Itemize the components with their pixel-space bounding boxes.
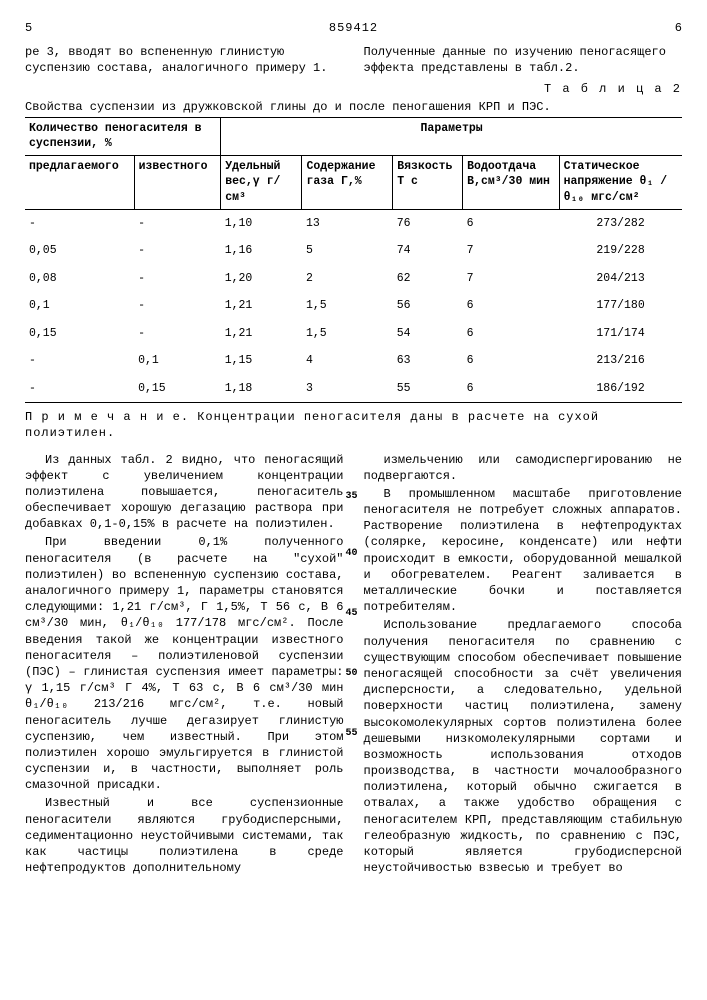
- left-page-num: 5: [25, 20, 32, 36]
- table-cell: 0,15: [25, 320, 134, 348]
- table-cell: 6: [463, 375, 559, 403]
- table-caption: Свойства суспензии из дружковской глины …: [25, 99, 682, 115]
- th-gas: Содержание газа Г,%: [302, 155, 393, 209]
- table-cell: 4: [302, 347, 393, 375]
- table-row: 0,08-1,202627204/213: [25, 265, 682, 293]
- table-cell: 6: [463, 347, 559, 375]
- table-cell: 63: [393, 347, 463, 375]
- table-cell: -: [25, 375, 134, 403]
- table-cell: 273/282: [559, 209, 682, 237]
- table-cell: -: [134, 265, 221, 293]
- table-cell: 186/192: [559, 375, 682, 403]
- paragraph: Из данных табл. 2 видно, что пеногасящий…: [25, 452, 344, 533]
- table-note: П р и м е ч а н и е. Концентрации пенога…: [25, 409, 682, 441]
- data-table: Количество пеногасителя в суспензии, % П…: [25, 117, 682, 403]
- table-cell: 0,15: [134, 375, 221, 403]
- body-right-col: измельчению или самодиспергированию не п…: [364, 452, 683, 879]
- table-cell: 2: [302, 265, 393, 293]
- table-cell: 74: [393, 237, 463, 265]
- table-cell: 1,16: [221, 237, 302, 265]
- document-number: 859412: [329, 20, 378, 36]
- table-cell: 0,1: [134, 347, 221, 375]
- paragraph: В промышленном масштабе приготовление пе…: [364, 486, 683, 616]
- line-number-mark: 50: [346, 667, 358, 681]
- table-cell: 62: [393, 265, 463, 293]
- table-cell: 6: [463, 209, 559, 237]
- table-cell: 54: [393, 320, 463, 348]
- table-cell: 1,5: [302, 292, 393, 320]
- body-columns: Из данных табл. 2 видно, что пеногасящий…: [25, 452, 682, 879]
- table-cell: 171/174: [559, 320, 682, 348]
- table-row: -0,151,183556186/192: [25, 375, 682, 403]
- table-cell: 1,21: [221, 292, 302, 320]
- intro-right: Полученные данные по изучению пеногасяще…: [364, 44, 683, 76]
- th-known: известного: [134, 155, 221, 209]
- table-label: Т а б л и ц а 2: [25, 81, 682, 97]
- body-left-col: Из данных табл. 2 видно, что пеногасящий…: [25, 452, 344, 879]
- table-cell: 219/228: [559, 237, 682, 265]
- table-cell: 13: [302, 209, 393, 237]
- th-params: Параметры: [221, 117, 682, 155]
- th-weight: Удельный вес,γ г/см³: [221, 155, 302, 209]
- table-cell: -: [134, 292, 221, 320]
- line-number-mark: 35: [346, 490, 358, 504]
- table-cell: 1,10: [221, 209, 302, 237]
- table-cell: 177/180: [559, 292, 682, 320]
- table-row: 0,05-1,165747219/228: [25, 237, 682, 265]
- table-cell: 7: [463, 237, 559, 265]
- table-cell: 0,08: [25, 265, 134, 293]
- table-cell: 3: [302, 375, 393, 403]
- table-cell: -: [25, 209, 134, 237]
- table-cell: 1,15: [221, 347, 302, 375]
- table-cell: 213/216: [559, 347, 682, 375]
- table-row: 0,1-1,211,5566177/180: [25, 292, 682, 320]
- table-cell: 5: [302, 237, 393, 265]
- table-cell: 76: [393, 209, 463, 237]
- page-header: 5 859412 6: [25, 20, 682, 36]
- table-cell: 0,05: [25, 237, 134, 265]
- paragraph: измельчению или самодиспергированию не п…: [364, 452, 683, 484]
- table-cell: 1,21: [221, 320, 302, 348]
- table-cell: 56: [393, 292, 463, 320]
- th-proposed: предлагаемого: [25, 155, 134, 209]
- th-static: Статическое напряжение θ₁ /θ₁₀ мгс/см²: [559, 155, 682, 209]
- line-number-mark: 45: [346, 607, 358, 621]
- table-cell: 6: [463, 320, 559, 348]
- table-cell: 1,20: [221, 265, 302, 293]
- table-cell: 1,18: [221, 375, 302, 403]
- table-cell: -: [25, 347, 134, 375]
- paragraph: Использование предлагаемого способа полу…: [364, 617, 683, 876]
- line-number-mark: 55: [346, 727, 358, 741]
- table-cell: -: [134, 320, 221, 348]
- th-visc: Вязкость Т с: [393, 155, 463, 209]
- table-row: 0,15-1,211,5546171/174: [25, 320, 682, 348]
- table-cell: 1,5: [302, 320, 393, 348]
- right-page-num: 6: [675, 20, 682, 36]
- intro-block: ре 3, вводят во вспененную глинистую сус…: [25, 44, 682, 76]
- table-cell: -: [134, 237, 221, 265]
- th-qty: Количество пеногасителя в суспензии, %: [25, 117, 221, 155]
- table-cell: 55: [393, 375, 463, 403]
- table-cell: 6: [463, 292, 559, 320]
- table-row: -0,11,154636213/216: [25, 347, 682, 375]
- line-number-mark: 40: [346, 547, 358, 561]
- intro-left: ре 3, вводят во вспененную глинистую сус…: [25, 44, 344, 76]
- table-cell: 7: [463, 265, 559, 293]
- table-cell: 204/213: [559, 265, 682, 293]
- paragraph: При введении 0,1% полученного пеногасите…: [25, 534, 344, 793]
- paragraph: Известный и все суспензионные пеногасите…: [25, 795, 344, 876]
- table-cell: -: [134, 209, 221, 237]
- th-water: Водоотдача В,см³/30 мин: [463, 155, 559, 209]
- table-row: --1,1013766273/282: [25, 209, 682, 237]
- table-cell: 0,1: [25, 292, 134, 320]
